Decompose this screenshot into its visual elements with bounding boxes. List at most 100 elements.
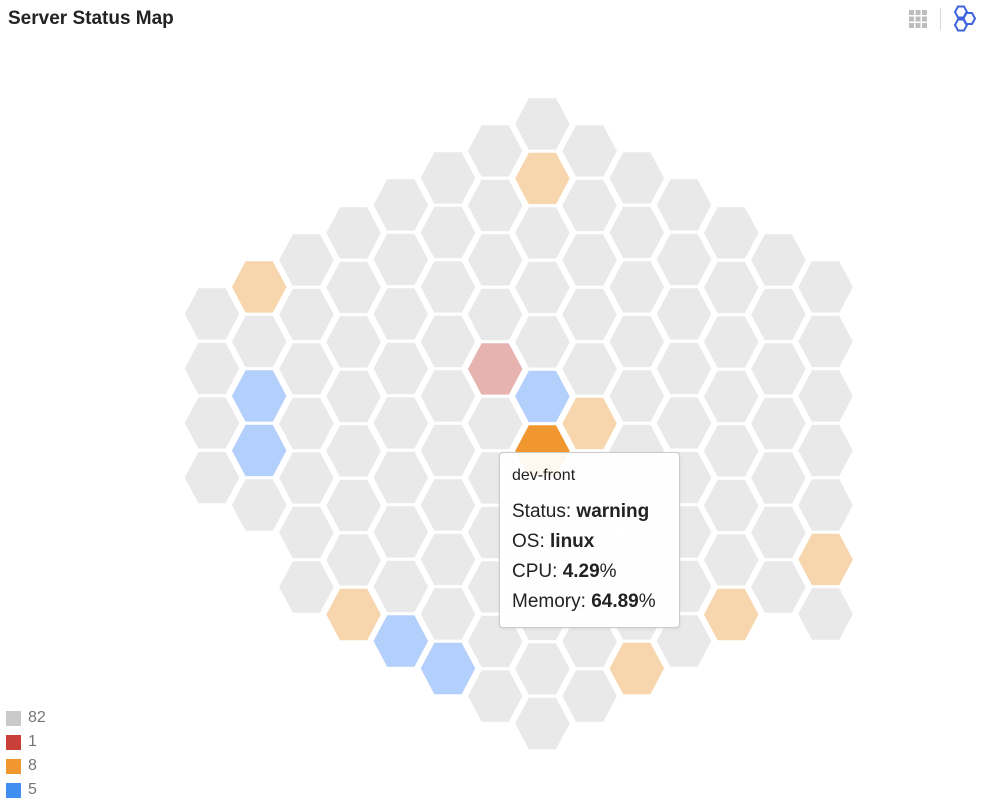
server-hex-info[interactable] xyxy=(370,612,432,670)
server-hex-ok[interactable] xyxy=(700,204,762,262)
server-hex-ok[interactable] xyxy=(417,258,479,316)
server-hex-ok[interactable] xyxy=(181,394,243,452)
grid-view-button[interactable] xyxy=(904,5,932,33)
server-hex-ok[interactable] xyxy=(794,367,857,425)
server-hex-ok[interactable] xyxy=(370,448,432,507)
server-hex-ok[interactable] xyxy=(511,694,574,753)
legend-item[interactable]: 1 xyxy=(6,730,46,754)
server-hex-warning[interactable] xyxy=(511,149,574,208)
server-hex-ok[interactable] xyxy=(464,667,526,725)
server-hex-info[interactable] xyxy=(228,421,290,480)
server-hex-warning[interactable] xyxy=(228,258,290,316)
server-hex-ok[interactable] xyxy=(322,258,385,317)
server-hex-ok[interactable] xyxy=(464,176,526,235)
server-hex-ok[interactable] xyxy=(558,285,621,344)
server-hex-ok[interactable] xyxy=(794,585,857,643)
server-hex-ok[interactable] xyxy=(275,285,338,344)
server-hex-ok[interactable] xyxy=(370,176,432,234)
server-hex-ok[interactable] xyxy=(417,367,479,425)
server-hex-ok[interactable] xyxy=(747,449,810,507)
server-hex-ok[interactable] xyxy=(370,394,432,452)
server-hex-ok[interactable] xyxy=(464,231,526,289)
legend-item[interactable]: 8 xyxy=(6,754,46,778)
server-hex-ok[interactable] xyxy=(558,340,621,398)
server-hex-warning[interactable] xyxy=(700,585,762,644)
server-hex-info[interactable] xyxy=(511,367,574,426)
server-hex-ok[interactable] xyxy=(747,285,810,344)
server-hex-ok[interactable] xyxy=(794,312,857,371)
server-hex-ok[interactable] xyxy=(511,640,574,698)
server-hex-ok[interactable] xyxy=(228,476,290,534)
server-hex-ok[interactable] xyxy=(370,339,432,398)
server-hex-ok[interactable] xyxy=(700,531,762,589)
server-hex-ok[interactable] xyxy=(700,367,762,426)
server-hex-info[interactable] xyxy=(417,639,479,698)
server-hex-ok[interactable] xyxy=(322,204,385,262)
server-hex-ok[interactable] xyxy=(322,367,385,426)
server-hex-ok[interactable] xyxy=(794,476,857,534)
server-hex-ok[interactable] xyxy=(417,203,479,262)
legend-item[interactable]: 82 xyxy=(6,706,46,730)
server-hex-ok[interactable] xyxy=(370,230,432,289)
server-hex-ok[interactable] xyxy=(747,340,810,398)
server-hex-ok[interactable] xyxy=(464,122,526,180)
server-hex-ok[interactable] xyxy=(181,339,243,398)
server-hex-ok[interactable] xyxy=(322,531,385,589)
server-hex-warning[interactable] xyxy=(794,530,857,589)
server-hex-ok[interactable] xyxy=(322,476,385,535)
server-hex-info[interactable] xyxy=(228,367,290,425)
server-hex-ok[interactable] xyxy=(558,231,621,289)
server-hex-ok[interactable] xyxy=(417,476,479,534)
server-hex-ok[interactable] xyxy=(275,340,338,398)
server-hex-ok[interactable] xyxy=(558,667,621,725)
server-hex-ok[interactable] xyxy=(322,313,385,371)
server-hex-ok[interactable] xyxy=(511,204,574,262)
server-hex-ok[interactable] xyxy=(700,476,762,535)
server-hex-ok[interactable] xyxy=(275,503,338,562)
server-hex-ok[interactable] xyxy=(606,367,668,425)
server-hex-ok[interactable] xyxy=(653,339,715,398)
server-hex-ok[interactable] xyxy=(417,312,479,371)
server-hex-ok[interactable] xyxy=(228,312,290,371)
hex-view-button[interactable] xyxy=(949,5,977,33)
server-hex-ok[interactable] xyxy=(370,503,432,561)
server-hex-ok[interactable] xyxy=(417,530,479,589)
server-hex-ok[interactable] xyxy=(794,258,857,316)
server-hex-ok[interactable] xyxy=(653,285,715,343)
server-hex-ok[interactable] xyxy=(370,557,432,616)
server-hex-ok[interactable] xyxy=(275,231,338,289)
server-hex-ok[interactable] xyxy=(417,149,479,207)
server-hex-ok[interactable] xyxy=(181,448,243,507)
server-hex-ok[interactable] xyxy=(653,230,715,289)
server-hex-ok[interactable] xyxy=(511,95,574,153)
server-hex-ok[interactable] xyxy=(747,231,810,289)
server-hex-ok[interactable] xyxy=(464,394,526,453)
server-hex-ok[interactable] xyxy=(606,258,668,316)
server-hex-ok[interactable] xyxy=(700,258,762,317)
server-hex-ok[interactable] xyxy=(275,394,338,453)
server-hex-critical[interactable] xyxy=(464,340,526,398)
server-hex-ok[interactable] xyxy=(653,394,715,452)
server-hex-ok[interactable] xyxy=(511,313,574,371)
server-hex-ok[interactable] xyxy=(747,394,810,453)
server-hex-ok[interactable] xyxy=(653,176,715,234)
server-hex-ok[interactable] xyxy=(558,176,621,235)
legend-item[interactable]: 5 xyxy=(6,778,46,802)
server-hex-ok[interactable] xyxy=(370,285,432,343)
server-hex-ok[interactable] xyxy=(606,312,668,371)
server-hex-ok[interactable] xyxy=(606,203,668,262)
server-hex-ok[interactable] xyxy=(275,449,338,507)
server-hex-ok[interactable] xyxy=(511,258,574,317)
server-hex-ok[interactable] xyxy=(464,285,526,344)
server-hex-ok[interactable] xyxy=(322,422,385,480)
server-hex-ok[interactable] xyxy=(606,149,668,207)
server-hex-ok[interactable] xyxy=(181,285,243,343)
server-hex-ok[interactable] xyxy=(747,558,810,616)
server-hex-ok[interactable] xyxy=(558,122,621,180)
server-hex-ok[interactable] xyxy=(747,503,810,562)
server-hex-ok[interactable] xyxy=(700,422,762,480)
server-hex-ok[interactable] xyxy=(700,313,762,371)
server-hex-ok[interactable] xyxy=(417,585,479,643)
server-hex-warning[interactable] xyxy=(322,585,385,644)
server-hex-warning[interactable] xyxy=(606,639,668,698)
